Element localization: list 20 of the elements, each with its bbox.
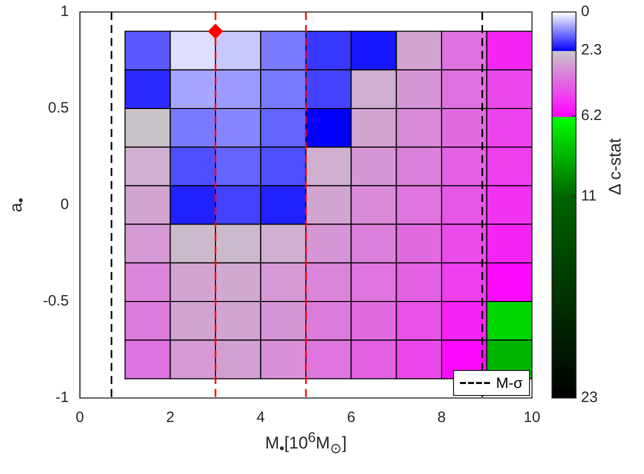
color-bar-label: 6.2 <box>581 107 602 124</box>
y-tick-label: 0.5 <box>48 100 69 117</box>
x-tick-label: 8 <box>437 409 446 426</box>
x-tick-label: 2 <box>166 409 174 426</box>
color-bar-label: 11 <box>581 188 597 205</box>
x-tick-label: 0 <box>76 409 84 426</box>
y-tick-label: 1 <box>60 3 69 20</box>
x-tick-label: 10 <box>524 409 540 426</box>
y-tick-label: -0.5 <box>42 292 69 310</box>
color-bar-label: 0 <box>581 3 590 20</box>
color-bar-label: 2.3 <box>581 42 602 59</box>
color-bar-label: 23 <box>581 389 598 406</box>
y-tick-label: -1 <box>56 389 69 406</box>
x-tick-label: 4 <box>256 409 265 426</box>
legend: M-σ <box>453 370 530 396</box>
y-tick-label: 0 <box>60 196 69 214</box>
color-bar-title: Δ c-stat <box>606 138 626 195</box>
x-axis-title: M$_{•}$[10$^{6}$M$_{⊙}$] <box>265 430 347 458</box>
x-tick-label: 6 <box>346 409 356 426</box>
ref-line-label: M-σ <box>496 374 523 392</box>
